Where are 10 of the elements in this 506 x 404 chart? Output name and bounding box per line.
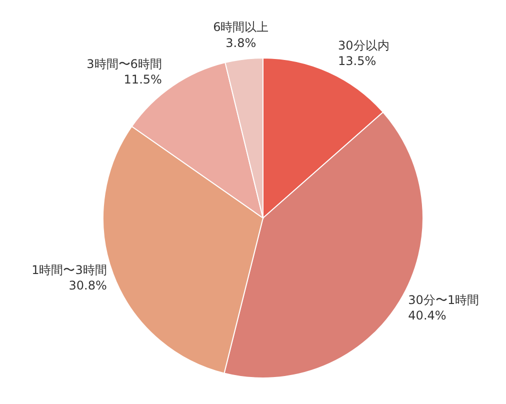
slice-label: 6時間以上 bbox=[213, 20, 269, 34]
data-label: 30.8% bbox=[68, 278, 107, 293]
data-label: 11.5% bbox=[124, 72, 162, 86]
data-label: 40.4% bbox=[408, 308, 446, 323]
data-label: 13.5% bbox=[338, 54, 376, 68]
slice-label: 3時間〜6時間 bbox=[86, 56, 162, 71]
slice-label: 30分以内 bbox=[338, 38, 390, 52]
slice-label: 1時間〜3時間 bbox=[32, 263, 107, 278]
slice-label: 30分〜1時間 bbox=[408, 292, 480, 307]
data-label: 3.8% bbox=[226, 36, 256, 50]
